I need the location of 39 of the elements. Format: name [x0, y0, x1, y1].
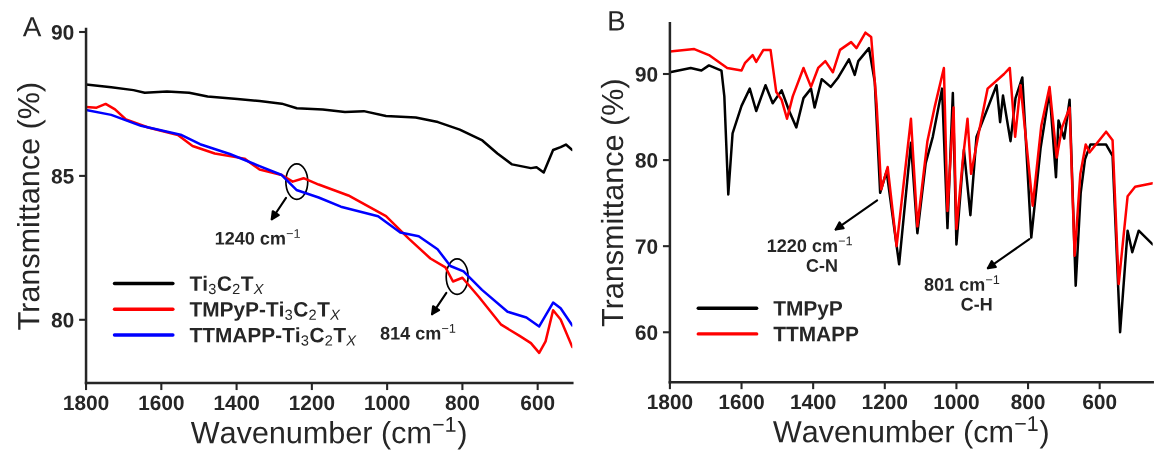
annotation: 1240 cm$^{−1}$	[215, 229, 300, 245]
y-tick-label: 60	[635, 325, 658, 341]
annotation: C-H	[961, 297, 992, 311]
y-tick-label: 80	[635, 153, 658, 168]
legend-label: TMPyP	[773, 301, 843, 320]
annotation: 801 cm$^{−1}$	[924, 275, 1000, 291]
legend-label: TMPyP-Ti$_{3}$C$_{2}$T$_{X}$	[189, 301, 341, 321]
x-tick-label: 1000	[934, 394, 979, 410]
x-tick-label: 600	[521, 395, 555, 411]
x-tick-label: 1000	[365, 395, 410, 411]
x-tick-label: 1400	[214, 395, 259, 411]
line-series	[86, 83, 573, 174]
x-tick-label: 1200	[290, 395, 335, 411]
legend-label: Ti$_{3}$C$_{2}$T$_{X}$	[189, 275, 264, 295]
y-axis-title: Transmittance (%)	[600, 80, 630, 327]
legend-label: TTMAPP	[773, 326, 859, 342]
x-tick-label: 1200	[862, 394, 908, 410]
y-tick-label: 90	[635, 67, 658, 82]
x-tick-label: 600	[1083, 394, 1117, 410]
x-axis-title: Wavenumber (cm$^{−1}$)	[773, 416, 1048, 449]
y-tick-label: 90	[51, 25, 74, 40]
chart-title: A	[22, 17, 42, 37]
x-tick-label: 1600	[139, 395, 184, 411]
x-tick-label: 800	[445, 395, 479, 411]
x-tick-label: 1800	[64, 395, 109, 411]
annotation: 1220 cm$^{−1}$	[767, 236, 852, 253]
x-tick-label: 1400	[791, 394, 836, 410]
y-tick-label: 85	[51, 168, 74, 184]
y-tick-label: 80	[51, 312, 74, 328]
x-tick-label: 1800	[648, 394, 693, 410]
x-axis-title: Wavenumber (cm$^{−1}$)	[190, 417, 466, 450]
legend-label: TTMAPP-Ti$_{3}$C$_{2}$T$_{X}$	[189, 327, 357, 346]
y-axis-title: Transmittance (%)	[17, 83, 46, 330]
annotation: 814 cm$^{−1}$	[380, 324, 456, 340]
y-tick-label: 70	[635, 239, 658, 254]
x-tick-label: 1600	[719, 394, 764, 410]
chart-title: B	[609, 11, 625, 31]
annotation: C-N	[806, 259, 837, 272]
x-tick-label: 800	[1011, 394, 1045, 410]
